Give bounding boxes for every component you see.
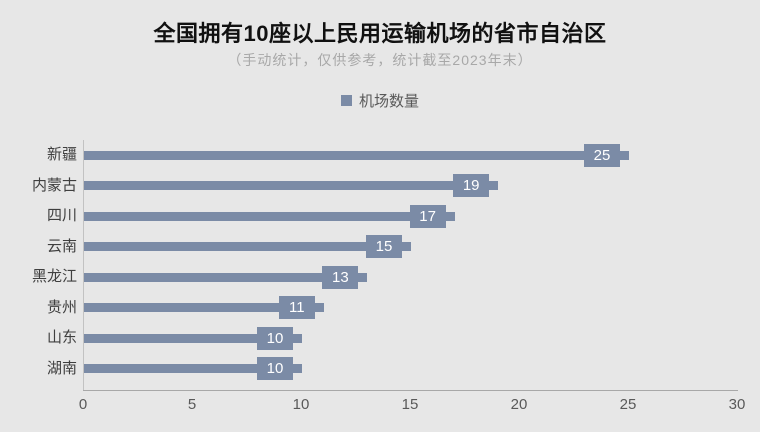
value-label: 25 [584, 143, 620, 167]
value-label: 19 [453, 174, 490, 197]
x-axis-label: 10 [292, 396, 310, 413]
category-label: 四川 [46, 207, 77, 224]
category-label: 黑龙江 [31, 268, 77, 285]
y-axis-category-labels: 新疆内蒙古四川云南黑龙江贵州山东湖南 [0, 140, 77, 390]
bar [84, 150, 629, 160]
category-label: 贵州 [46, 298, 77, 316]
category-label: 湖南 [46, 359, 77, 377]
value-label: 17 [409, 204, 446, 228]
plot-area: 25 19 17 15 13 11 10 10 [83, 140, 737, 390]
category-label: 内蒙古 [31, 176, 77, 194]
value-label: 13 [322, 265, 359, 289]
legend: 机场数量 [0, 90, 760, 111]
x-axis-tick-labels: 0 5 10 15 20 25 30 [0, 396, 760, 416]
legend-label: 机场数量 [358, 93, 419, 110]
bar [84, 211, 455, 221]
bar [84, 303, 324, 312]
bar [84, 333, 302, 343]
x-axis-label: 25 [619, 396, 637, 413]
category-label: 云南 [46, 237, 77, 255]
value-label: 11 [278, 296, 315, 319]
bar [84, 181, 499, 190]
bar [84, 242, 411, 251]
value-label: 10 [257, 326, 293, 350]
x-axis-label: 0 [78, 396, 88, 413]
chart-title: 全国拥有10座以上民用运输机场的省市自治区 [153, 21, 607, 46]
value-label: 15 [366, 235, 402, 258]
x-axis-label: 20 [510, 396, 528, 413]
category-label: 山东 [46, 329, 77, 346]
chart-subtitle: （手动统计，仅供参考，统计截至2023年末） [227, 52, 533, 68]
legend-swatch-icon [340, 95, 352, 106]
category-label: 新疆 [46, 146, 77, 163]
bar [84, 364, 302, 373]
x-axis-line [83, 390, 738, 391]
x-axis-label: 30 [728, 396, 746, 413]
bar [84, 272, 368, 282]
x-axis-label: 15 [401, 396, 419, 413]
x-axis-label: 5 [187, 396, 197, 413]
value-label: 10 [257, 357, 293, 380]
